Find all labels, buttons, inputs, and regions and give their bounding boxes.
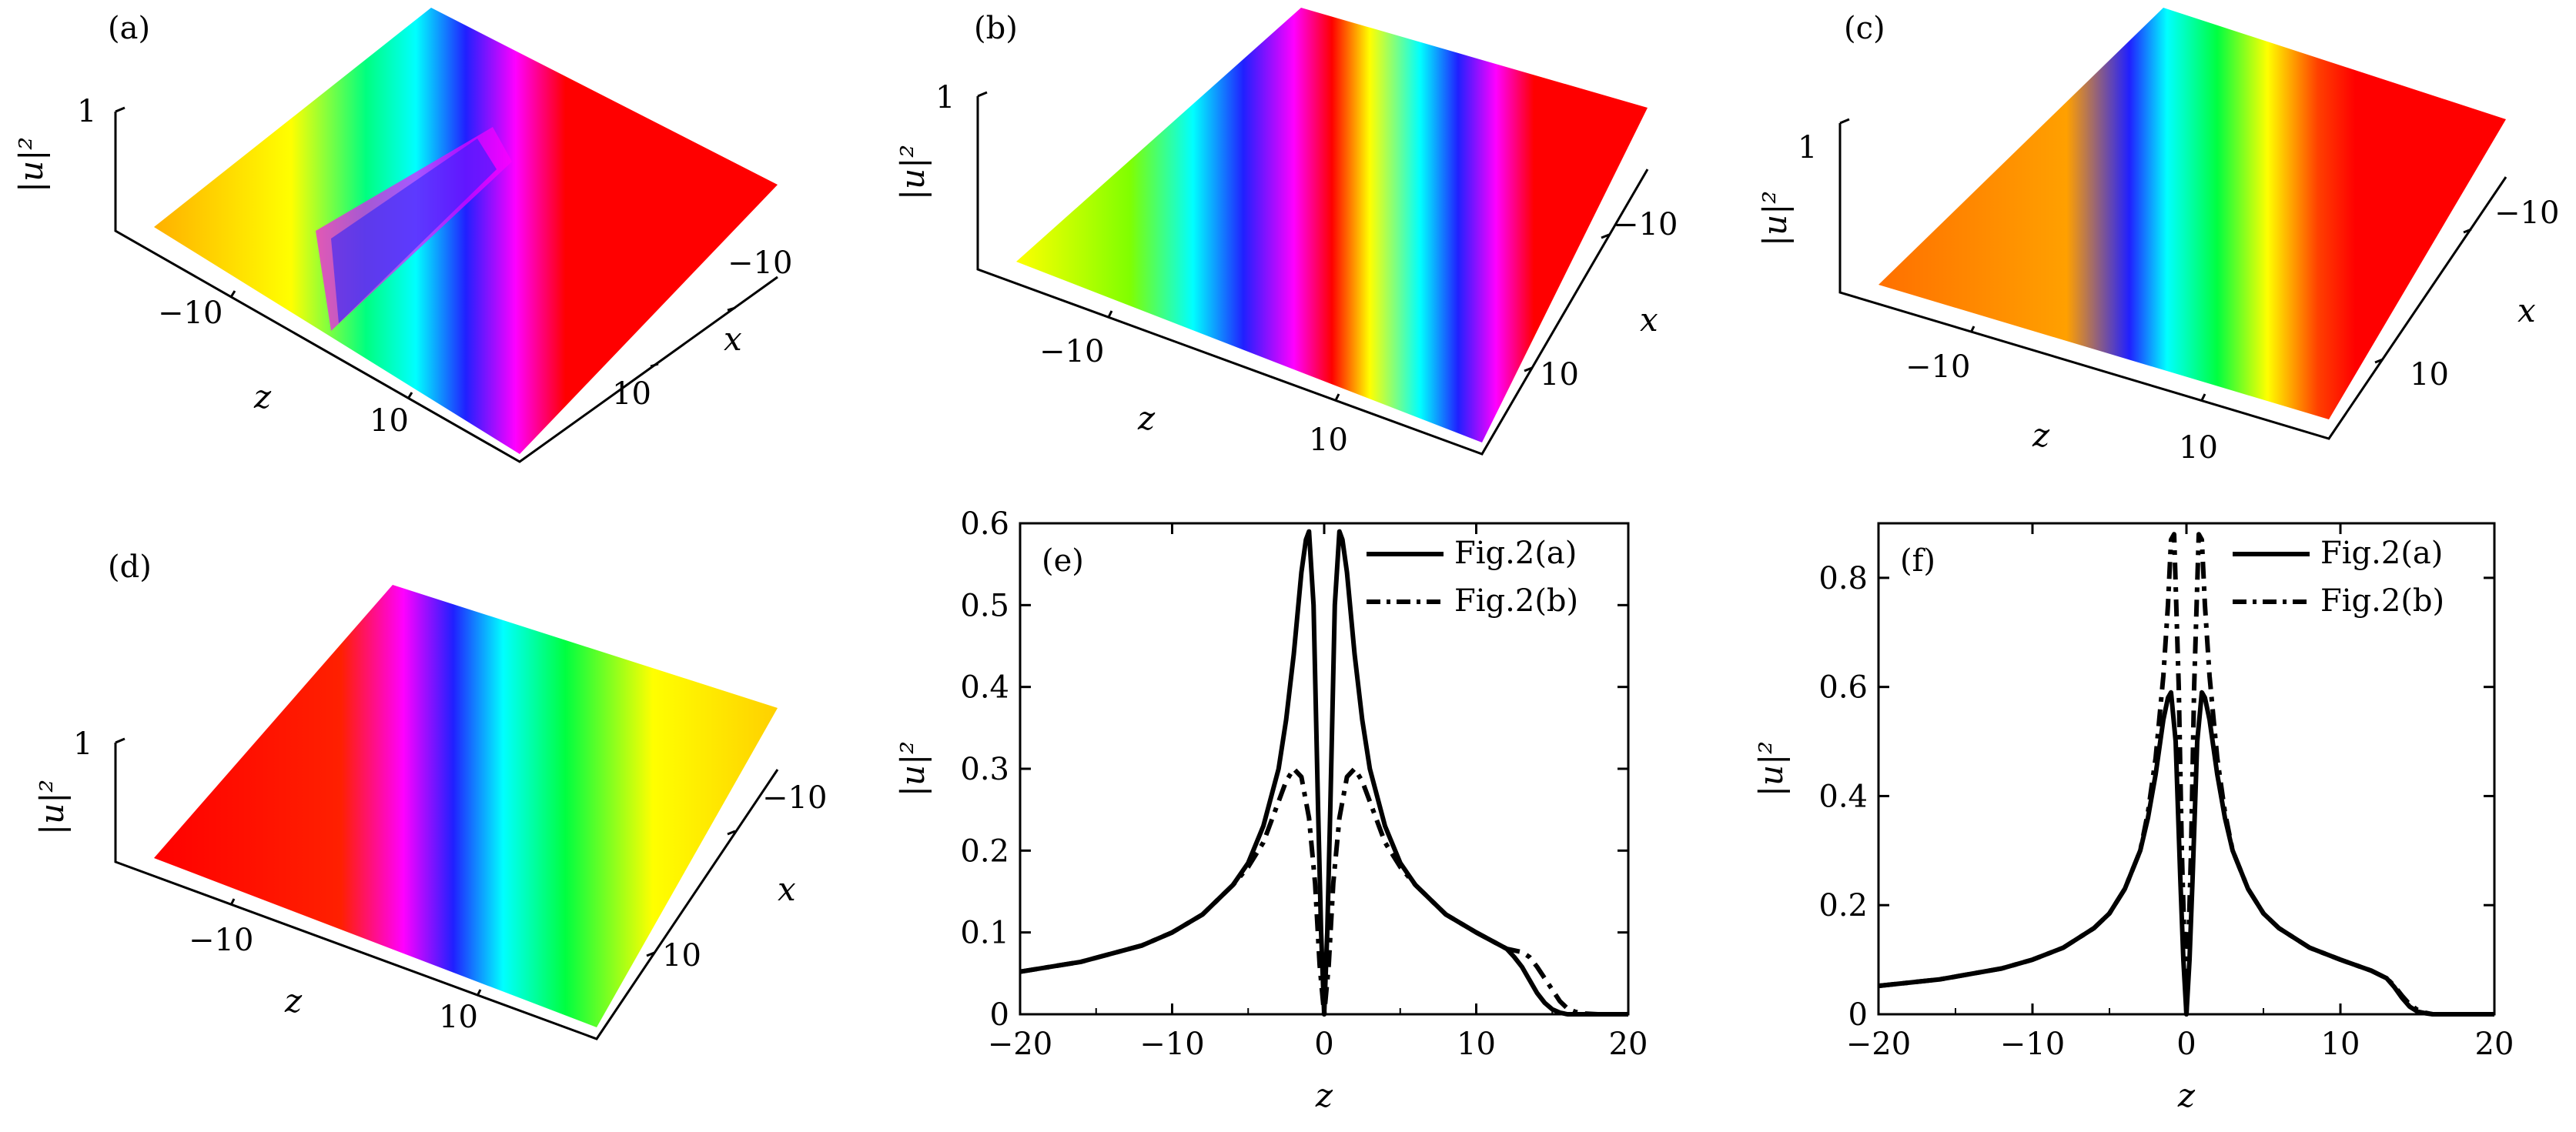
panel-e-ytick-label: 0.6 [960, 506, 1009, 542]
panel-a-label: (a) [108, 11, 150, 46]
panel-a-ylabel: |u|² [12, 137, 50, 192]
panel-b-ztick-right: 10 [1309, 422, 1348, 458]
panel-a-xaxis-label: x [724, 320, 742, 358]
panel-e-xtick-label: 10 [1457, 1027, 1496, 1062]
panel-b-surface-plot: (b) 1 |u|² −10 10 z −10 10 x [894, 8, 1678, 458]
panel-a-ztick-right: 10 [370, 403, 409, 439]
panel-d-xtick-top: −10 [762, 780, 827, 816]
panel-f-ylabel: |u|² [1752, 741, 1790, 796]
panel-c-ztick: 1 [1798, 130, 1817, 165]
panel-e-xlabel: z [1315, 1077, 1333, 1114]
panel-f-xtick-label: 10 [2321, 1027, 2360, 1062]
panel-d-xaxis-label: x [778, 870, 796, 908]
panel-d-ztick-left: −10 [189, 923, 253, 958]
panel-d-surface-plot: (d) 1 |u|² −10 10 z −10 10 x [33, 549, 827, 1040]
panel-d-axes [114, 743, 779, 1040]
panel-d-ztick-right: 10 [439, 1000, 478, 1035]
panel-e-ytick-label: 0.5 [960, 588, 1009, 623]
panel-c-label: (c) [1844, 11, 1885, 46]
panel-c-axes [1838, 123, 2507, 440]
panel-c-surface [1878, 8, 2506, 419]
panel-a-soliton-ridge-inner [331, 139, 497, 323]
panel-f-ytick-label: 0 [1848, 997, 1868, 1033]
panel-a-axes [114, 112, 778, 463]
panel-a-zaxis-label: z [253, 378, 272, 416]
panel-c-xtick-top: −10 [2494, 195, 2559, 231]
panel-f-ytick-label: 0.6 [1818, 670, 1868, 706]
panel-c-surface-plot: (c) 1 |u|² −10 10 z −10 10 x [1756, 8, 2559, 466]
panel-f-line-chart: −20 −10 0 10 20 0 0.2 0.4 0.6 0.8 z |u|² (f) Fig.2(a)… [1752, 522, 2514, 1114]
panel-b-zaxis-label: z [1137, 399, 1156, 437]
panel-f-legend-label: Fig.2(b) [2320, 583, 2444, 619]
panel-e-xtick-label: −10 [1139, 1027, 1204, 1062]
panel-e-ylabel: |u|² [894, 741, 932, 796]
panel-f-series-fig2b-line [1878, 532, 2494, 1017]
panel-e-xtick-label: 0 [1314, 1027, 1333, 1062]
panel-b-xaxis-label: x [1640, 301, 1658, 339]
panel-f-label: (f) [1900, 543, 1935, 579]
panel-b-label: (b) [974, 11, 1018, 46]
panel-b-xtick-top: −10 [1613, 207, 1678, 242]
panel-e-ytick-label: 0.3 [960, 752, 1009, 787]
panel-f-xlabel: z [2177, 1077, 2196, 1114]
panel-f-ytick-label: 0.4 [1818, 779, 1868, 814]
panel-e-label: (e) [1042, 543, 1084, 579]
panel-f-ytick-label: 0.2 [1818, 888, 1868, 923]
panel-c-xaxis-label: x [2517, 292, 2536, 329]
panel-e-series-fig2a-line [1019, 529, 1628, 1017]
panel-b-axes [976, 96, 1649, 456]
panel-e-legend-label: Fig.2(b) [1454, 583, 1578, 619]
panel-c-ztick-right: 10 [2179, 430, 2218, 466]
panel-f-series-fig2a-line [1878, 690, 2494, 1017]
panel-d-ylabel: |u|² [33, 780, 71, 835]
panel-c-xtick-bottom: 10 [2410, 357, 2449, 392]
panel-b-xtick-bottom: 10 [1540, 357, 1579, 392]
panel-a-ztick: 1 [77, 94, 96, 129]
panel-d-xtick-bottom: 10 [662, 938, 701, 973]
panel-b-ylabel: |u|² [894, 145, 932, 200]
panel-a-xtick-bottom: 10 [612, 376, 651, 412]
panel-e-xtick-label: −20 [988, 1027, 1052, 1062]
panel-d-surface [154, 585, 778, 1027]
panel-c-ztick-left: −10 [1905, 349, 1970, 385]
panel-e-ytick-label: 0 [990, 997, 1009, 1033]
panel-f-ytick-label: 0.8 [1818, 561, 1868, 596]
panel-c-ylabel: |u|² [1756, 191, 1794, 246]
panel-a-surface-plot: (a) 1 |u|² −10 10 z −10 10 x [12, 8, 792, 463]
panel-b-ztick: 1 [935, 80, 955, 115]
panel-d-zaxis-label: z [284, 982, 303, 1020]
panel-e-legend-label: Fig.2(a) [1454, 536, 1577, 571]
panel-a-xtick-top: −10 [728, 245, 792, 281]
panel-e-ytick-label: 0.1 [960, 916, 1009, 951]
panel-e-line-chart: −20 −10 0 10 20 0 0.1 0.2 0.3 0.4 0.5 0.6 z |u|² (e) Fi… [894, 506, 1648, 1114]
panel-d-ztick: 1 [73, 726, 92, 762]
panel-e-ytick-label: 0.4 [960, 670, 1009, 706]
panel-d-label: (d) [108, 549, 152, 585]
panel-a-ztick-left: −10 [158, 296, 222, 331]
panel-e-xtick-label: 20 [1609, 1027, 1648, 1062]
panel-b-surface [1016, 8, 1648, 442]
panel-f-xtick-label: 0 [2176, 1027, 2196, 1062]
panel-e-ytick-label: 0.2 [960, 833, 1009, 869]
panel-c-zaxis-label: z [2032, 416, 2050, 454]
panel-f-xtick-label: 20 [2475, 1027, 2514, 1062]
panel-f-xtick-label: −20 [1846, 1027, 1911, 1062]
panel-b-ztick-left: −10 [1039, 334, 1104, 369]
panel-f-legend-label: Fig.2(a) [2320, 536, 2443, 571]
panel-f-xtick-label: −10 [2000, 1027, 2065, 1062]
panel-a-surface [154, 8, 778, 454]
